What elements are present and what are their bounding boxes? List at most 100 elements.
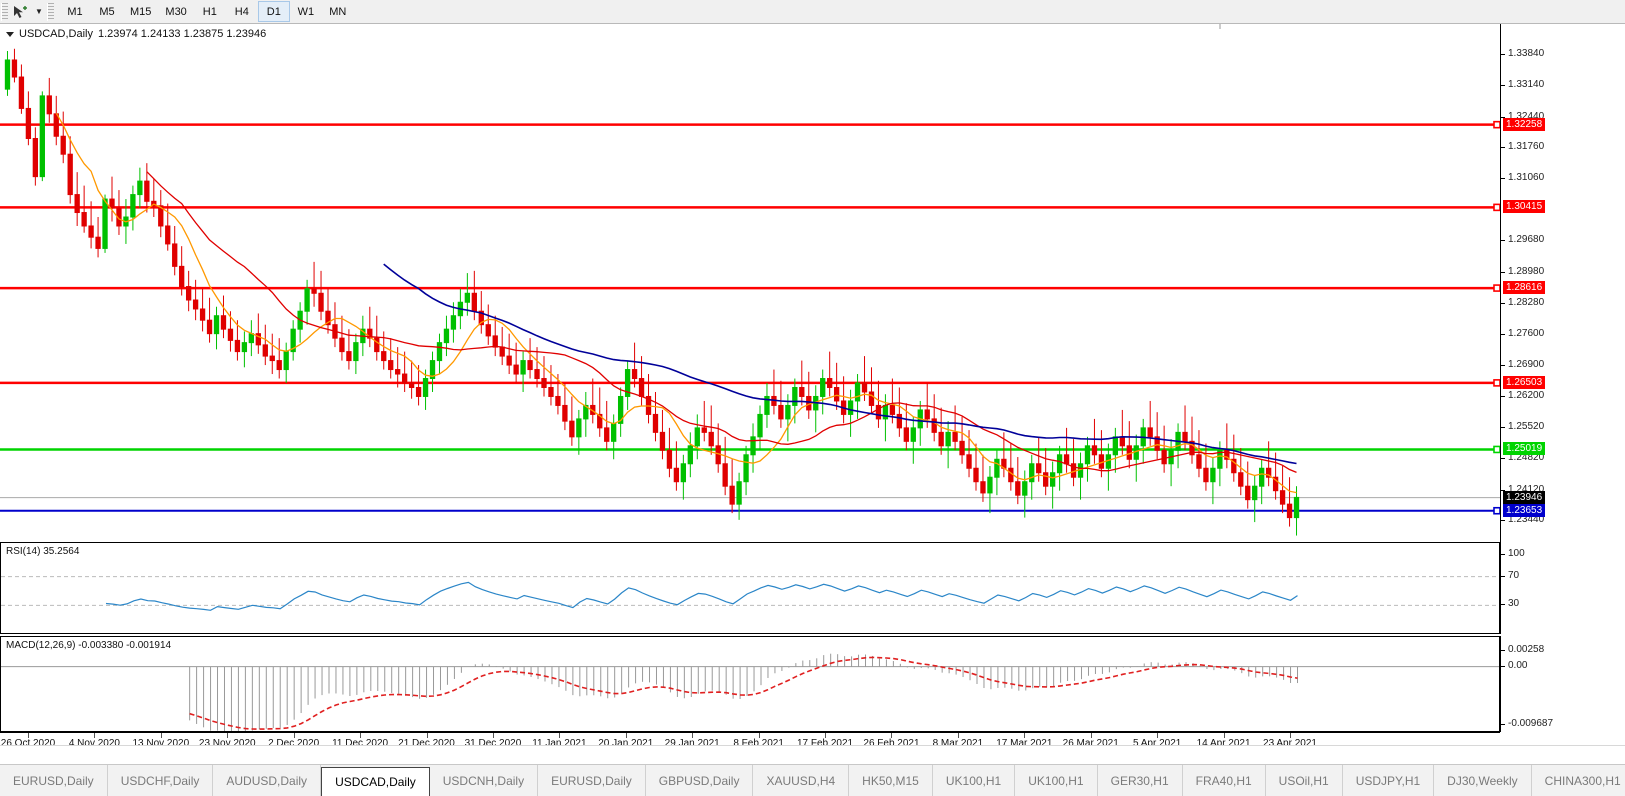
timeframe-m15-button[interactable]: M15	[130, 5, 152, 18]
chart-tab-usdcad-daily[interactable]: USDCAD,Daily	[321, 767, 430, 796]
rsi-tick-label: 70	[1508, 569, 1520, 581]
chart-tab-hk50-m15[interactable]: HK50,M15	[849, 765, 933, 796]
date-tick-label: 2 Dec 2020	[268, 738, 320, 749]
price-chart-panel[interactable]: USDCAD,Daily 1.23974 1.24133 1.23875 1.2…	[0, 24, 1500, 542]
macd-panel[interactable]: MACD(12,26,9) -0.003380 -0.001914	[0, 636, 1500, 734]
rsi-tick	[1501, 554, 1505, 555]
timeframe-h1-button[interactable]: H1	[202, 5, 217, 18]
macd-scale: 0.00258 0.00 -0.009687	[1500, 636, 1625, 732]
price-tick-label: 1.33140	[1508, 79, 1545, 91]
date-tick	[293, 733, 295, 738]
macd-tick-label: -0.009687	[1508, 718, 1554, 729]
price-tick	[1501, 303, 1505, 305]
chart-tab-dj30-weekly[interactable]: DJ30,Weekly	[1434, 765, 1532, 796]
price-tick	[1501, 333, 1505, 335]
price-tick-label: 1.28980	[1508, 265, 1545, 277]
date-tick	[28, 733, 29, 738]
drag-grip-icon[interactable]	[1, 2, 8, 21]
macd-tick-label: 0.00258	[1508, 644, 1545, 655]
chart-tab-xauusd-h4[interactable]: XAUUSD,H4	[753, 765, 850, 796]
price-tick	[1501, 53, 1505, 55]
rsi-panel[interactable]: RSI(14) 35.2564	[0, 542, 1500, 634]
crosshair-cursor-icon[interactable]	[10, 2, 32, 22]
drag-grip-icon-2[interactable]	[47, 2, 54, 21]
date-tick	[692, 733, 694, 738]
price-level-tag-red[interactable]: 1.32258	[1503, 117, 1546, 131]
date-tick-label: 17 Mar 2021	[996, 738, 1053, 749]
price-tick	[1501, 458, 1505, 460]
chart-tab-audusd-daily[interactable]: AUDUSD,Daily	[213, 765, 322, 796]
price-tick-label: 1.33840	[1508, 47, 1545, 59]
candlestick-svg	[0, 24, 1500, 536]
chart-tab-uk100-h1[interactable]: UK100,H1	[1015, 765, 1098, 796]
chart-tab-china300-h1[interactable]: CHINA300,H1	[1532, 765, 1625, 796]
macd-tick	[1501, 650, 1505, 651]
price-tick-label: 1.32440	[1508, 110, 1545, 122]
timeframe-m5-button[interactable]: M5	[99, 5, 115, 18]
timeframe-toolbar: ▼ M1 M5 M15 M30 H1 H4 D1 W1 MN	[0, 0, 1625, 24]
price-tick-label: 1.29680	[1508, 234, 1545, 246]
date-tick	[160, 733, 162, 738]
date-tick-label: 23 Nov 2020	[198, 738, 256, 749]
date-tick	[1090, 733, 1092, 738]
macd-tick	[1501, 724, 1505, 725]
price-level-tag-red[interactable]: 1.26503	[1503, 375, 1546, 389]
date-tick	[94, 733, 96, 738]
chart-tab-uk100-h1[interactable]: UK100,H1	[933, 765, 1016, 796]
date-tick-label: 26 Mar 2021	[1062, 738, 1119, 749]
chart-tab-usoil-h1[interactable]: USOil,H1	[1266, 765, 1343, 796]
date-tick	[426, 733, 428, 738]
rsi-tick	[1501, 604, 1505, 606]
price-tick-label: 1.27600	[1508, 327, 1545, 339]
price-level-tag-red[interactable]: 1.28616	[1503, 281, 1546, 295]
price-tick	[1501, 426, 1505, 428]
chart-tab-usdchf-daily[interactable]: USDCHF,Daily	[108, 765, 214, 796]
date-tick-label: 17 Feb 2021	[796, 738, 854, 749]
chart-tab-usdcnh-daily[interactable]: USDCNH,Daily	[430, 765, 539, 796]
timeframe-d1-button[interactable]: D1	[257, 1, 290, 22]
chart-tab-fra40-h1[interactable]: FRA40,H1	[1183, 765, 1266, 796]
chart-tabs: EURUSD,Daily USDCHF,Daily AUDUSD,Daily USDC…	[0, 764, 1625, 796]
timeframe-h4-button[interactable]: H4	[234, 5, 249, 18]
chart-area: USDCAD,Daily 1.23974 1.24133 1.23875 1.2…	[0, 24, 1625, 753]
chart-symbol-label: USDCAD,Daily	[19, 28, 93, 40]
price-level-tag-black[interactable]: 1.23946	[1503, 490, 1546, 504]
chart-ohlc-values: 1.23974 1.24133 1.23875 1.23946	[97, 28, 267, 40]
date-tick-label: 8 Feb 2021	[733, 738, 784, 749]
price-level-tag-red[interactable]: 1.30415	[1503, 200, 1546, 214]
price-tick-label: 1.24120	[1508, 483, 1545, 495]
price-tick-label: 1.24820	[1508, 452, 1545, 464]
price-tick-label: 1.26200	[1508, 390, 1545, 402]
date-tick-label: 11 Dec 2020	[332, 738, 389, 749]
price-level-tag-blue[interactable]: 1.23653	[1503, 503, 1546, 517]
price-tick-label: 1.28280	[1508, 297, 1545, 309]
price-plot[interactable]	[0, 24, 1500, 542]
date-tick-label: 5 Apr 2021	[1132, 738, 1182, 749]
date-tick-label: 21 Dec 2020	[398, 738, 455, 749]
timeframe-mn-button[interactable]: MN	[329, 5, 347, 18]
price-level-tag-green[interactable]: 1.25019	[1503, 442, 1546, 456]
date-tick	[1290, 733, 1291, 738]
chart-tab-ger30-h1[interactable]: GER30,H1	[1098, 765, 1183, 796]
price-tick-label: 1.25520	[1508, 420, 1545, 432]
price-tick-label: 1.31760	[1508, 141, 1545, 153]
chart-tab-bar: EURUSD,Daily USDCHF,Daily AUDUSD,Daily USDC…	[0, 745, 1625, 796]
date-tick-label: 23 Apr 2021	[1263, 738, 1317, 749]
date-tick	[227, 733, 229, 738]
date-tick-label: 8 Mar 2021	[932, 738, 984, 749]
chart-tab-usdjpy-h1[interactable]: USDJPY,H1	[1343, 765, 1435, 796]
rsi-svg	[1, 576, 1499, 611]
triangle-down-icon[interactable]	[6, 31, 14, 37]
timeframe-m1-button[interactable]: M1	[67, 5, 83, 18]
date-tick	[1024, 733, 1026, 738]
price-scale[interactable]: 1.33840 1.33140 1.32440 1.31760 1.31060 1.296…	[1500, 24, 1625, 542]
timeframe-w1-button[interactable]: W1	[297, 5, 315, 18]
timeframe-m30-button[interactable]: M30	[165, 5, 187, 18]
chart-tab-eurusd-daily[interactable]: EURUSD,Daily	[538, 765, 646, 796]
date-tick-label: 26 Oct 2020	[0, 738, 56, 749]
chevron-down-icon[interactable]: ▼	[35, 7, 43, 16]
chart-tab-gbpusd-daily[interactable]: GBPUSD,Daily	[646, 765, 754, 796]
price-tick-label: 1.31060	[1508, 172, 1545, 184]
chart-tab-eurusd-daily[interactable]: EURUSD,Daily	[0, 765, 108, 796]
price-tick-label: 1.23440	[1508, 514, 1545, 526]
